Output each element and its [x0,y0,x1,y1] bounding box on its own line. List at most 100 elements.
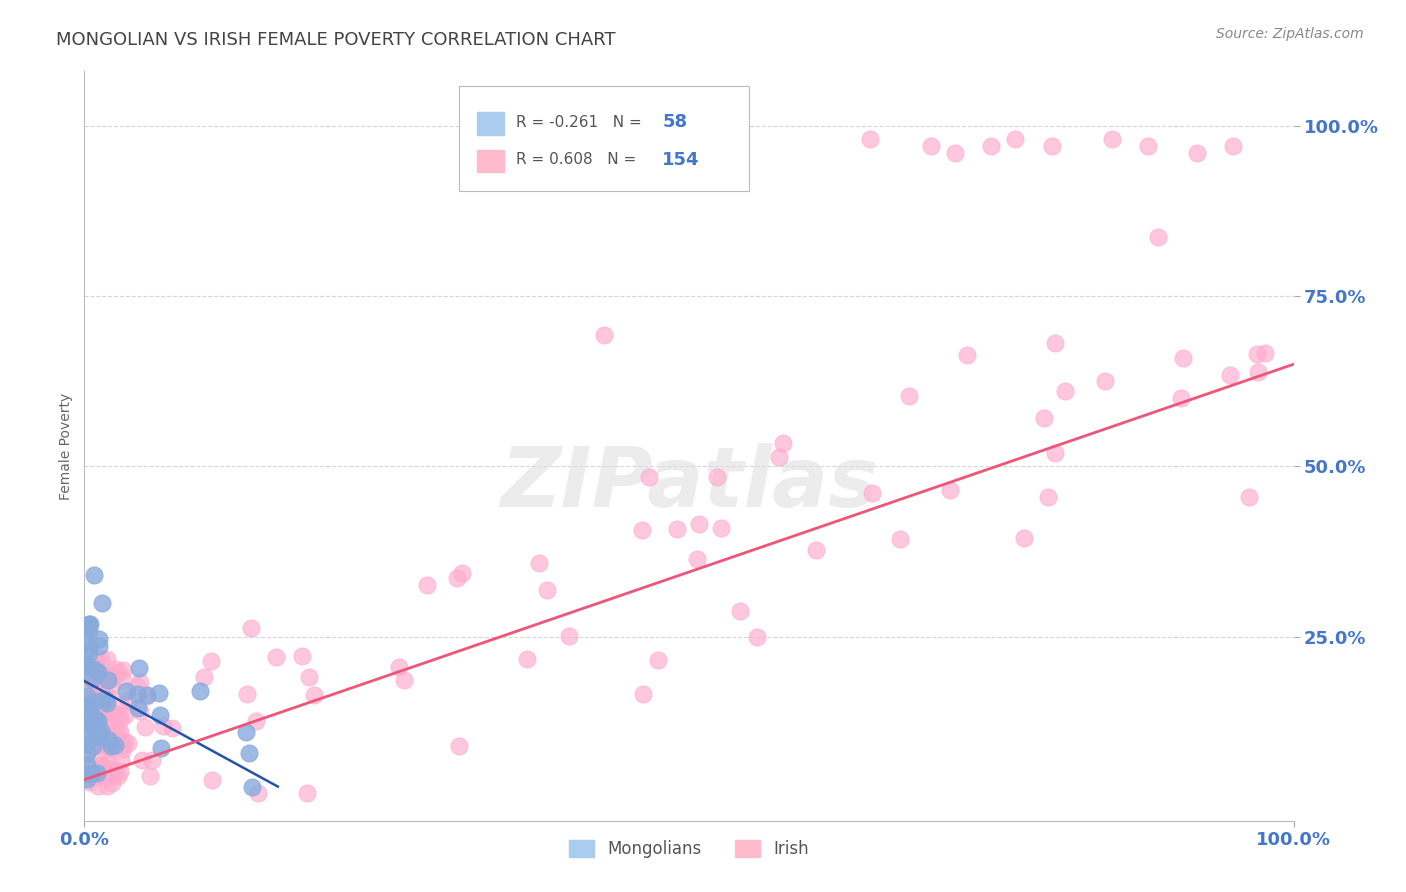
Point [295,786,318,800]
Point [84,706,107,721]
Legend: Mongolians, Irish: Mongolians, Irish [562,833,815,864]
Point [79,762,101,776]
Y-axis label: Female Poverty: Female Poverty [59,392,73,500]
Point [82,718,104,732]
Point [79,705,101,719]
Point [90,693,112,707]
Text: R = -0.261   N =: R = -0.261 N = [516,115,647,130]
Point [1012,531,1035,545]
Point [1004,132,1026,146]
Point [638,470,661,484]
Point [747,631,769,645]
Point [83,675,105,690]
Point [297,670,319,684]
Point [117,736,139,750]
Point [75,634,97,648]
Point [76,758,98,772]
Point [240,780,263,794]
Text: MONGOLIAN VS IRISH FEMALE POVERTY CORRELATION CHART: MONGOLIAN VS IRISH FEMALE POVERTY CORREL… [56,31,616,49]
Point [100,681,122,695]
Text: R = 0.608   N =: R = 0.608 N = [516,153,641,168]
Point [1246,347,1268,361]
Point [768,450,790,464]
Point [193,670,215,684]
Point [127,679,149,693]
Point [77,647,100,661]
Point [82,659,104,673]
Point [83,662,105,676]
Point [79,712,101,726]
Point [97,739,120,754]
Point [149,741,172,756]
Point [89,683,111,698]
Point [1137,139,1160,153]
Point [1040,139,1063,153]
Point [76,737,98,751]
Point [114,684,136,698]
Point [77,618,100,632]
Point [84,659,107,673]
Point [246,786,269,800]
Point [201,773,224,788]
Point [90,724,112,739]
Point [108,698,131,712]
Point [86,731,108,745]
Point [76,682,98,697]
Point [84,713,107,727]
Point [136,690,159,704]
Point [75,662,97,676]
Point [90,706,112,720]
Point [79,728,101,742]
Point [706,470,728,484]
Point [89,736,111,750]
Point [76,767,98,781]
Point [387,659,409,673]
Point [110,753,132,767]
Point [93,683,115,698]
Point [80,672,103,686]
Point [688,517,710,532]
Point [84,693,107,707]
Point [76,698,98,713]
Point [1170,391,1192,405]
Point [772,436,794,450]
FancyBboxPatch shape [460,87,749,191]
Point [77,741,100,756]
Point [804,543,827,558]
Point [125,687,148,701]
Point [943,146,966,161]
Point [80,682,103,697]
Point [96,696,118,710]
Point [200,654,222,668]
Point [631,523,654,537]
Point [108,665,131,679]
Point [94,692,117,706]
Text: ZIPatlas: ZIPatlas [501,443,877,524]
Point [129,675,152,690]
Point [77,758,100,772]
Point [82,722,104,736]
Point [131,753,153,767]
Point [77,624,100,638]
Point [1219,368,1241,383]
Point [100,776,122,790]
Point [939,483,962,497]
Point [136,688,159,702]
Point [93,669,115,683]
Point [1101,132,1123,146]
Point [103,668,125,682]
Point [77,616,100,631]
Point [96,688,118,702]
Point [79,704,101,718]
Point [76,685,98,699]
Point [666,522,689,536]
Point [235,724,257,739]
Point [79,617,101,632]
Point [98,706,121,720]
Point [90,757,112,772]
Point [107,768,129,782]
Point [134,720,156,734]
Point [76,746,98,760]
Point [112,741,135,756]
Point [728,604,751,618]
